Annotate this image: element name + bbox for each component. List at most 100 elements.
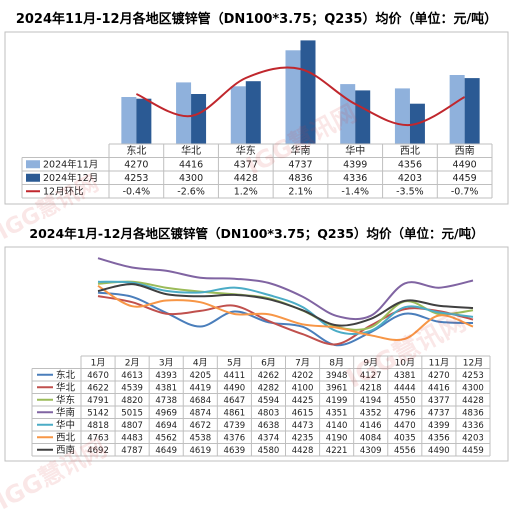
data-label: 4253 [124, 173, 148, 184]
data-label: 4425 [292, 396, 314, 406]
data-label: 4221 [326, 446, 348, 456]
data-label: 3961 [326, 384, 348, 394]
legend-marker [26, 160, 40, 168]
x-tick-label: 8月 [329, 358, 344, 369]
data-label: 4874 [189, 409, 211, 419]
bar-nov-华东 [231, 86, 246, 144]
data-label: 4490 [428, 446, 450, 456]
legend-label: 2024年12月 [43, 172, 98, 184]
data-label: 4140 [326, 421, 348, 431]
data-label: 4737 [288, 160, 312, 171]
x-tick-label: 9月 [363, 358, 378, 369]
data-label: 4483 [121, 434, 143, 444]
bar-dec-华北 [191, 94, 206, 144]
legend-label: 西南 [56, 444, 75, 456]
data-label: 4470 [394, 421, 416, 431]
data-label: 4428 [462, 396, 484, 406]
data-label: 4202 [292, 371, 314, 381]
bar-dec-华东 [246, 81, 261, 144]
data-label: 4539 [121, 384, 143, 394]
data-label: 4203 [398, 173, 422, 184]
legend-label: 华中 [56, 419, 75, 431]
data-label: 4763 [87, 434, 109, 444]
data-label: 4270 [124, 160, 148, 171]
data-label: 4300 [462, 384, 484, 394]
data-label: 4399 [343, 160, 367, 171]
data-label: 4381 [394, 371, 416, 381]
x-tick-label: 5月 [227, 358, 242, 369]
data-label: 4739 [224, 421, 246, 431]
data-label: 4444 [394, 384, 416, 394]
data-label: 1.2% [234, 187, 258, 198]
data-label: 4562 [155, 434, 177, 444]
data-label: 4235 [292, 434, 314, 444]
data-label: 4428 [292, 446, 314, 456]
data-label: 4672 [189, 421, 211, 431]
data-label: 4737 [428, 409, 450, 419]
data-label: 4393 [155, 371, 177, 381]
data-label: 4796 [394, 409, 416, 419]
data-label: 4836 [288, 173, 312, 184]
legend-label: 东北 [56, 369, 76, 381]
legend-label: 西北 [56, 433, 76, 444]
legend-label: 华北 [56, 382, 76, 394]
x-tick-label: 华北 [181, 144, 201, 157]
data-label: 4356 [398, 160, 422, 171]
data-label: 4459 [462, 446, 484, 456]
data-label: 4205 [189, 371, 211, 381]
data-label: 4419 [189, 384, 211, 394]
data-label: 4638 [258, 421, 280, 431]
data-label: 4199 [326, 396, 348, 406]
legend-label: 华南 [56, 407, 75, 419]
data-label: -3.5% [396, 187, 424, 198]
data-label: 4613 [121, 371, 143, 381]
data-label: 4820 [121, 396, 143, 406]
data-label: -0.7% [451, 187, 479, 198]
data-label: 4807 [121, 421, 143, 431]
x-tick-label: 西南 [455, 144, 475, 157]
bar-dec-华中 [355, 90, 370, 144]
data-label: 4377 [428, 396, 450, 406]
chart1-plot [121, 40, 479, 144]
data-label: 4473 [292, 421, 314, 431]
data-label: 4127 [360, 371, 382, 381]
data-label: 4428 [234, 173, 258, 184]
data-label: -2.6% [177, 187, 205, 198]
data-label: 4647 [224, 396, 246, 406]
data-label: 4538 [189, 434, 211, 444]
bar-nov-西南 [450, 75, 465, 144]
data-label: 4351 [326, 409, 348, 419]
legend-label: 12月环比 [43, 186, 84, 198]
data-label: 4146 [360, 421, 382, 431]
data-label: 4218 [360, 384, 382, 394]
bar-nov-华南 [286, 50, 301, 144]
x-tick-label: 10月 [395, 358, 415, 369]
data-label: 4253 [462, 371, 484, 381]
data-label: 4861 [224, 409, 246, 419]
data-label: 4594 [258, 396, 280, 406]
data-label: 4556 [394, 446, 416, 456]
data-label: 4336 [462, 421, 484, 431]
x-tick-label: 4月 [193, 358, 208, 369]
series-line-西北 [98, 286, 473, 340]
data-label: 4376 [224, 434, 246, 444]
data-label: 4818 [87, 421, 109, 431]
data-label: 5015 [121, 409, 143, 419]
x-tick-label: 3月 [159, 358, 174, 369]
data-label: 4490 [453, 160, 477, 171]
data-label: 4490 [224, 384, 246, 394]
legend-label: 华东 [56, 394, 75, 406]
chart1-title: 2024年11月-12月各地区镀锌管（DN100*3.75；Q235）均价（单位… [0, 8, 513, 27]
data-label: 4649 [155, 446, 177, 456]
data-label: 5142 [87, 409, 109, 419]
data-label: 4262 [258, 371, 280, 381]
x-tick-label: 华东 [236, 144, 256, 157]
x-tick-label: 7月 [295, 358, 310, 369]
data-label: 4619 [189, 446, 211, 456]
data-label: 4203 [462, 434, 484, 444]
data-label: -0.4% [123, 187, 151, 198]
x-tick-label: 东北 [126, 144, 146, 157]
